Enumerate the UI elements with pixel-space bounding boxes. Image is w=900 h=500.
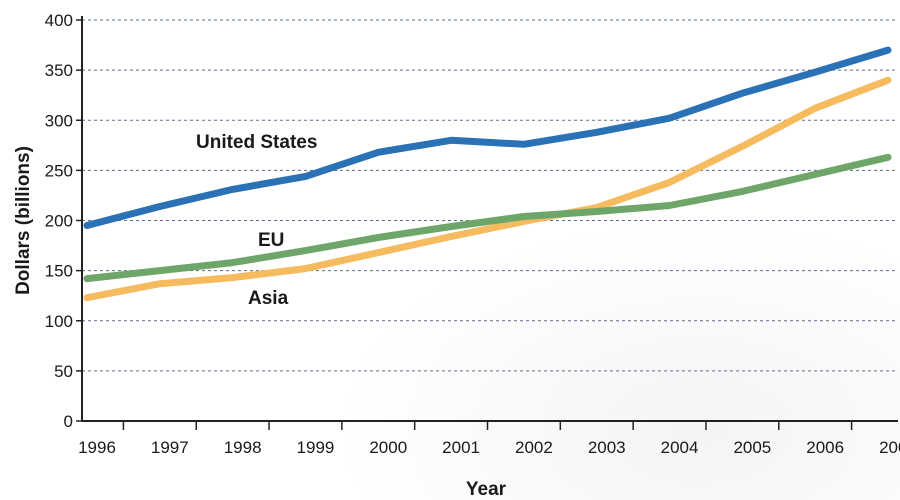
x-tick-label: 2006 (806, 438, 844, 457)
x-tick-label: 2001 (442, 438, 480, 457)
y-axis-title: Dollars (billions) (13, 146, 34, 295)
x-tick-label: 1997 (151, 438, 189, 457)
series-label-eu: EU (258, 230, 284, 251)
series-line-asia (83, 76, 892, 302)
x-tick-label: 1996 (78, 438, 116, 457)
y-tick-label: 400 (45, 11, 73, 30)
y-tick-label: 50 (54, 362, 73, 381)
series-label-asia: Asia (248, 288, 289, 309)
x-tick-label: 2005 (733, 438, 771, 457)
y-axis-ticks: 0 50 100 150 200 250 300 350 400 (45, 11, 82, 431)
y-tick-label: 0 (64, 412, 73, 431)
x-tick-label: 2007 (879, 438, 900, 457)
x-tick-label: 2000 (369, 438, 407, 457)
y-tick-label: 100 (45, 312, 73, 331)
y-tick-label: 250 (45, 161, 73, 180)
y-tick-label: 300 (45, 111, 73, 130)
x-axis-ticks: 1996 1997 1998 1999 2000 2001 2002 2003 2004 2005… (78, 421, 900, 457)
series-line-eu (83, 153, 892, 283)
y-tick-label: 200 (45, 212, 73, 231)
axes (81, 16, 898, 422)
x-tick-label: 1999 (297, 438, 335, 457)
series-labels: United States EU Asia (196, 132, 317, 309)
y-tick-label: 350 (45, 61, 73, 80)
series-line-united-states (83, 46, 892, 229)
y-tick-label: 150 (45, 262, 73, 281)
x-tick-label: 2004 (661, 438, 699, 457)
x-axis-title: Year (466, 479, 507, 500)
x-tick-label: 1998 (224, 438, 262, 457)
series-lines (83, 46, 892, 302)
x-tick-label: 2003 (588, 438, 626, 457)
series-label-united-states: United States (196, 132, 317, 153)
x-tick-label: 2002 (515, 438, 553, 457)
